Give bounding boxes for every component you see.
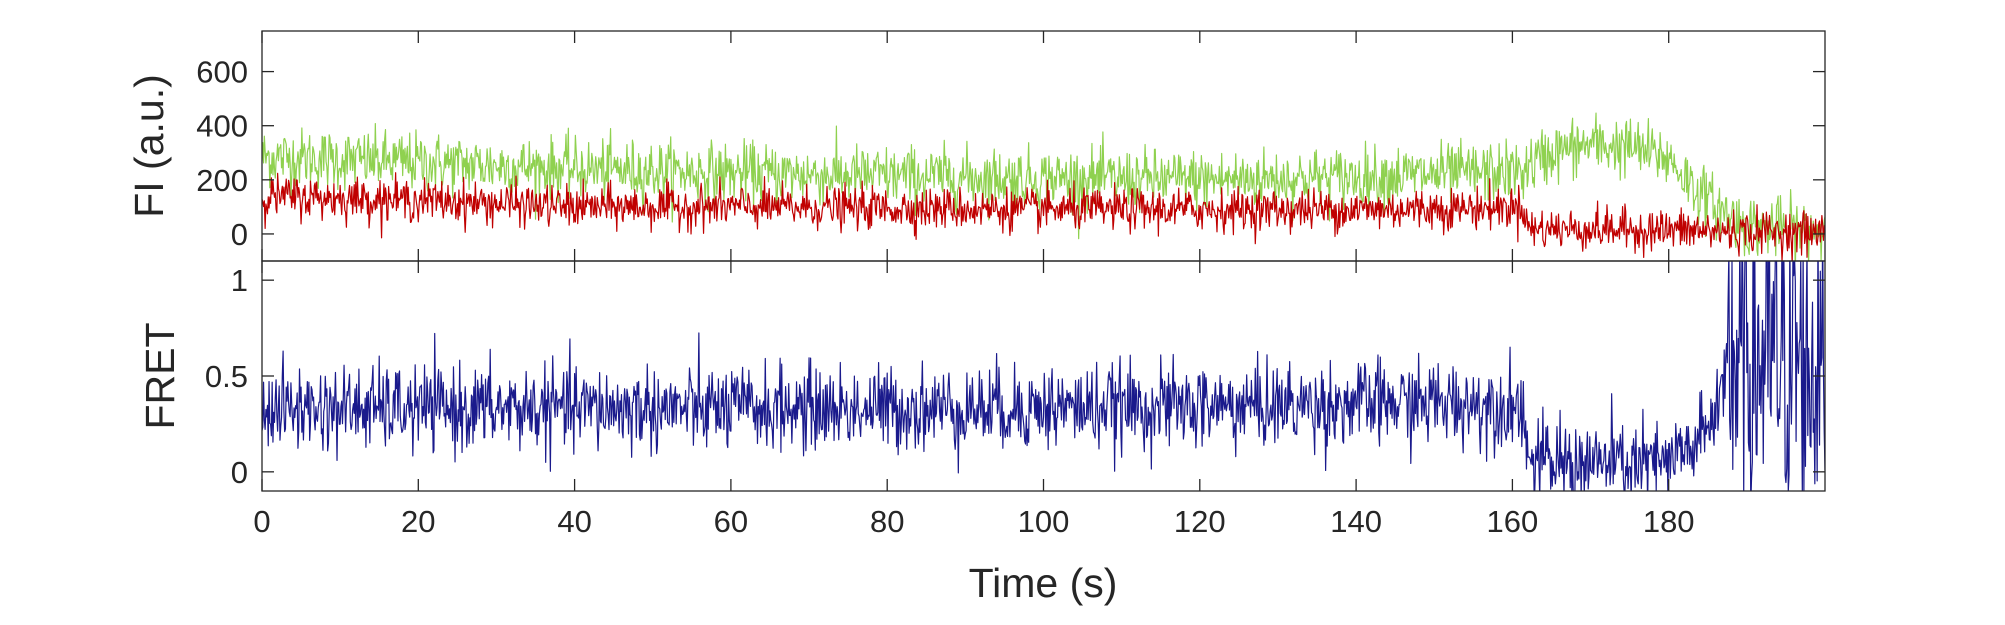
fret-y-tick-label: 0: [231, 455, 248, 490]
fret-x-tick-label: 80: [870, 504, 904, 539]
fret-x-tick-label: 20: [401, 504, 435, 539]
fret-x-tick-label: 100: [1018, 504, 1070, 539]
fret-ticks: 0 20 40 60 80 100 120 140 160 180 0 0.5 1: [205, 261, 1825, 539]
intensity-y-tick-label: 0: [231, 217, 248, 252]
fret-x-tick-label: 180: [1643, 504, 1695, 539]
fret-traces: [262, 261, 1825, 491]
fret-x-tick-label: 120: [1174, 504, 1226, 539]
fret-x-tick-label: 60: [714, 504, 748, 539]
intensity-series-0-line: [262, 112, 1825, 261]
intensity-traces: [262, 112, 1825, 261]
intensity-y-tick-label: 600: [196, 55, 248, 90]
fret-y-tick-label: 0.5: [205, 359, 248, 394]
fret-x-tick-label: 140: [1330, 504, 1382, 539]
intensity-y-tick-label: 200: [196, 163, 248, 198]
time-x-axis-label: Time (s): [969, 560, 1118, 606]
intensity-panel: 0 200 400 600 FI (a.u.): [126, 30, 1826, 262]
fret-y-axis-label: FRET: [137, 322, 183, 429]
intensity-axes-frame: [261, 30, 1826, 262]
fret-series-0-line: [262, 261, 1825, 491]
fret-x-tick-label: 160: [1487, 504, 1539, 539]
intensity-y-tick-label: 400: [196, 109, 248, 144]
fret-panel: 0 20 40 60 80 100 120 140 160 180 0 0.5 1 FRET Time …: [137, 260, 1826, 606]
intensity-series-1-line: [262, 172, 1825, 261]
fret-y-tick-label: 1: [231, 263, 248, 298]
fret-x-tick-label: 0: [253, 504, 270, 539]
intensity-y-axis-label: FI (a.u.): [126, 74, 172, 218]
intensity-ticks: 0 200 400 600: [196, 31, 1825, 261]
fret-x-tick-label: 40: [557, 504, 591, 539]
